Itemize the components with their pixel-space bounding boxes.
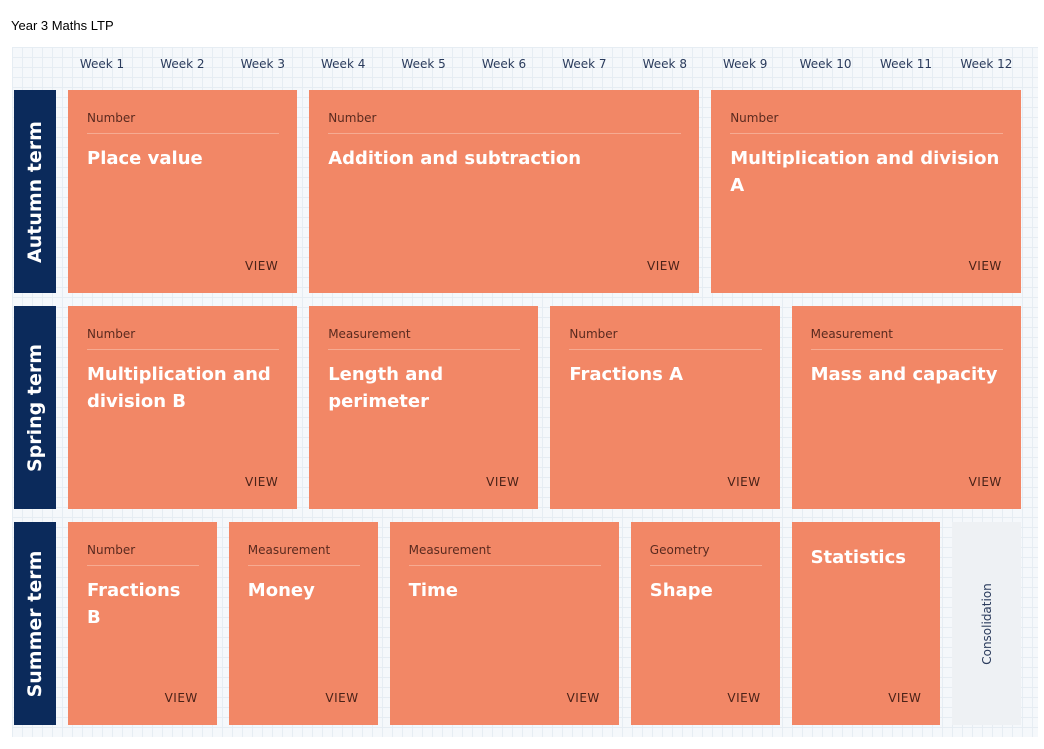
topic-title: Addition and subtraction (328, 148, 582, 169)
consolidation-block: Consolidation (952, 522, 1021, 725)
topic-title: Shape (649, 580, 713, 601)
term-name: Spring term (24, 343, 46, 472)
topic-card: Number Addition and subtraction VIEW (309, 90, 700, 293)
page-title: Year 3 Maths LTP (11, 18, 114, 33)
view-link[interactable]: VIEW (164, 691, 198, 705)
topic-card: Number Multiplication and division B VIEW (68, 306, 298, 509)
topic-title: Multiplication and division A (730, 148, 1000, 196)
week-header: Week 8 (642, 57, 687, 71)
view-link[interactable]: VIEW (486, 475, 520, 489)
view-link[interactable]: VIEW (244, 259, 279, 273)
view-link[interactable]: VIEW (888, 691, 922, 705)
topic-card: Measurement Time VIEW (389, 522, 619, 725)
topic-category: Geometry (649, 543, 762, 566)
topic-card: Number Fractions A VIEW (550, 306, 780, 509)
week-header: Week 7 (562, 57, 607, 71)
week-header: Week 4 (321, 57, 366, 71)
topic-category: Number (87, 111, 280, 134)
week-header: Week 10 (799, 57, 852, 71)
topic-title: Multiplication and division B (87, 364, 271, 412)
topic-card: Geometry Shape VIEW (630, 522, 780, 725)
term-label: Summer term (14, 522, 56, 725)
term-name: Summer term (24, 550, 46, 697)
topic-title: Fractions B (87, 580, 181, 628)
consolidation-label: Consolidation (979, 582, 994, 665)
topic-category: Measurement (247, 543, 360, 566)
topic-category: Number (569, 327, 762, 350)
topic-category: Measurement (408, 543, 601, 566)
week-header: Week 3 (240, 57, 285, 71)
week-header: Week 1 (79, 57, 125, 71)
topic-title: Mass and capacity (810, 364, 998, 385)
topic-card: Statistics VIEW (791, 522, 941, 725)
view-link[interactable]: VIEW (566, 691, 600, 705)
view-link[interactable]: VIEW (968, 259, 1002, 273)
topic-title: Statistics (810, 547, 906, 568)
topic-card: Measurement Mass and capacity VIEW (791, 306, 1021, 509)
week-header: Week 9 (723, 57, 768, 71)
topic-category: Number (87, 543, 199, 566)
week-header: Week 11 (880, 57, 932, 71)
topic-title: Time (408, 580, 459, 601)
week-header: Week 5 (401, 57, 446, 71)
topic-card: Number Place value VIEW (68, 90, 298, 293)
topic-category: Measurement (328, 327, 521, 350)
week-header: Week 2 (160, 57, 205, 71)
topic-title: Money (247, 580, 315, 601)
topic-category: Measurement (810, 327, 1003, 350)
topic-card: Number Fractions B VIEW (68, 522, 217, 725)
term-name: Autumn term (24, 120, 46, 263)
topic-card: Measurement Length and perimeter VIEW (309, 306, 539, 509)
topic-category: Number (730, 111, 1003, 134)
topic-card: Measurement Money VIEW (228, 522, 378, 725)
topic-category: Number (87, 327, 280, 350)
topic-card: Number Multiplication and division A VIEW (711, 90, 1021, 293)
term-label: Spring term (14, 306, 56, 509)
week-header: Week 12 (960, 57, 1013, 71)
topic-title: Fractions A (569, 364, 684, 385)
topic-title: Place value (87, 148, 203, 169)
topic-category: Number (328, 111, 682, 134)
view-link[interactable]: VIEW (244, 475, 279, 489)
planner-board: Week 1 Week 2 Week 3 Week 4 Week 5 Week 6 Week… (12, 47, 1038, 737)
topic-title: Length and perimeter (328, 364, 444, 412)
view-link[interactable]: VIEW (646, 259, 681, 273)
view-link[interactable]: VIEW (727, 691, 761, 705)
view-link[interactable]: VIEW (968, 475, 1002, 489)
view-link[interactable]: VIEW (727, 475, 761, 489)
term-label: Autumn term (14, 90, 56, 293)
view-link[interactable]: VIEW (325, 691, 359, 705)
week-header: Week 6 (481, 57, 527, 71)
